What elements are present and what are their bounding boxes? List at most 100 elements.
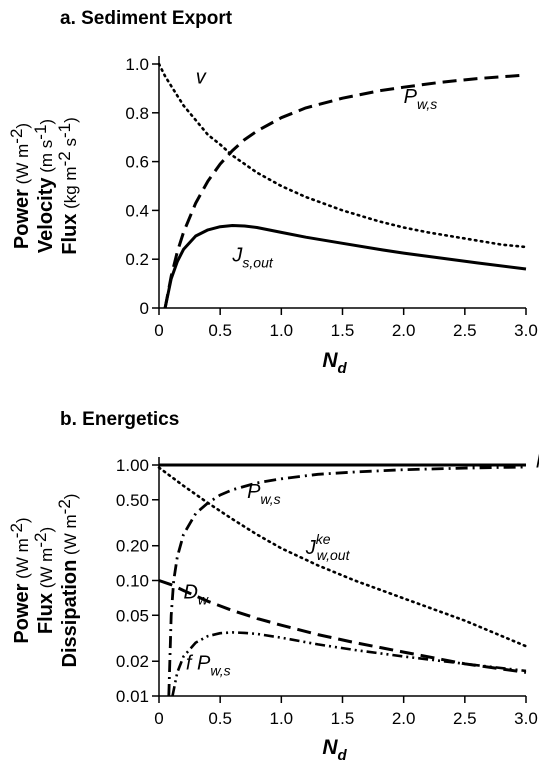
y-tick-label: 0 bbox=[140, 299, 149, 318]
curve-annotation-text: J bbox=[231, 245, 243, 267]
y-tick-label: 0.8 bbox=[125, 104, 149, 123]
x-tick-label: 3.0 bbox=[514, 709, 538, 728]
y-axis-label-tail: ) bbox=[37, 527, 56, 533]
curve-annotation-sub: w,s bbox=[417, 96, 437, 112]
y-axis-label-unit: (kg m bbox=[61, 166, 80, 209]
x-axis-label-main: N bbox=[322, 736, 338, 759]
y-axis-label-line: Power (W m-2) bbox=[7, 517, 33, 643]
series-line-dotted bbox=[157, 62, 528, 249]
series-line-dotted bbox=[157, 466, 528, 648]
series-line-dashdot bbox=[167, 465, 527, 697]
x-axis-label-main: N bbox=[322, 349, 338, 372]
curve-annotation-text: v bbox=[196, 67, 207, 89]
curve-annotation: Dw bbox=[183, 581, 208, 607]
y-axis-label-sup: -1 bbox=[31, 125, 50, 140]
y-axis-label-quantity: Power bbox=[11, 189, 33, 249]
y-tick-label: 1.00 bbox=[116, 456, 149, 475]
y-axis-label-line: Velocity (m s-1) bbox=[31, 119, 57, 253]
y-axis-label-tail: ) bbox=[13, 123, 32, 129]
chart-title: a. Sediment Export bbox=[60, 8, 233, 29]
x-axis-label-sub: d bbox=[338, 360, 348, 377]
y-axis-label-line: Flux (kg m-2 s-1) bbox=[55, 117, 81, 255]
y-tick-label: 0.01 bbox=[116, 687, 149, 706]
x-tick-label: 0 bbox=[154, 321, 163, 340]
y-tick-label: 0.50 bbox=[116, 491, 149, 510]
y-axis-label-quantity: Dissipation bbox=[59, 560, 81, 668]
curve-annotation: Pw,s bbox=[404, 86, 438, 112]
x-axis-label: Nd bbox=[322, 349, 347, 377]
x-axis-label-sub: d bbox=[338, 747, 348, 762]
curve-annotation: f Pw,s bbox=[186, 652, 231, 678]
series-line-solid bbox=[163, 224, 527, 309]
y-axis-label-line: Flux (W m-2) bbox=[31, 527, 57, 634]
x-tick-label: 1.0 bbox=[270, 321, 294, 340]
y-axis-label-unit: (W m bbox=[13, 538, 32, 579]
chart-title: b. Energetics bbox=[60, 409, 179, 430]
series-line-dashed bbox=[158, 579, 527, 674]
y-axis-label-sup: -2 bbox=[7, 129, 26, 144]
y-tick-label: 1.0 bbox=[125, 55, 149, 74]
y-axis-label-quantity: Power bbox=[11, 583, 33, 643]
curve-annotation-text: P bbox=[536, 451, 539, 473]
x-tick-label: 2.0 bbox=[392, 709, 416, 728]
y-tick-label: 0.20 bbox=[116, 537, 149, 556]
x-tick-label: 3.0 bbox=[514, 321, 538, 340]
y-axis-label-line: Power (W m-2) bbox=[7, 123, 33, 249]
y-axis-label-sup: -2 bbox=[55, 151, 74, 166]
y-tick-label: 0.10 bbox=[116, 572, 149, 591]
curve-annotation: Pw bbox=[536, 451, 539, 477]
y-axis-label-unit: (W m bbox=[13, 144, 32, 185]
curve-annotation-sup: ke bbox=[316, 531, 331, 547]
y-axis-label-sup: -2 bbox=[7, 523, 26, 538]
y-axis-label-tail: s bbox=[61, 138, 80, 151]
curve-annotation-text: D bbox=[183, 581, 197, 603]
series-line-dashdotdot bbox=[171, 631, 527, 697]
y-axis-label-line: Dissipation (W m-2) bbox=[55, 494, 81, 668]
y-tick-label: 0.05 bbox=[116, 606, 149, 625]
x-tick-label: 0.5 bbox=[208, 709, 232, 728]
x-axis-label: Nd bbox=[322, 736, 347, 762]
curve-annotation: Js,out bbox=[231, 245, 273, 271]
y-axis-label-sup2: -1 bbox=[55, 123, 74, 138]
x-tick-label: 2.0 bbox=[392, 321, 416, 340]
chart-energetics: b. Energetics 0 0.5 1.0 1.5 2.0 2.5 3.0 0.01 0.02… bbox=[7, 409, 539, 762]
curve-annotation-text: f P bbox=[186, 652, 211, 674]
curve-annotation-sub: w,s bbox=[210, 662, 230, 678]
y-tick-label: 0.4 bbox=[125, 201, 149, 220]
y-axis-label-sup: -2 bbox=[31, 533, 50, 548]
y-axis-label-tail: ) bbox=[61, 494, 80, 500]
x-tick-label: 1.5 bbox=[331, 321, 355, 340]
x-tick-label: 2.5 bbox=[453, 321, 477, 340]
series-line-dashed bbox=[163, 73, 527, 309]
y-axis-label-quantity: Flux bbox=[35, 593, 57, 634]
curve-annotation-text: P bbox=[247, 481, 261, 503]
x-tick-label: 0.5 bbox=[208, 321, 232, 340]
curve-annotation-sub: s,out bbox=[242, 255, 273, 271]
y-axis-label-tail2: ) bbox=[61, 117, 80, 123]
y-axis-label-tail: ) bbox=[13, 517, 32, 523]
curve-annotation: Jke w,out bbox=[305, 531, 351, 563]
x-tick-label: 1.0 bbox=[270, 709, 294, 728]
curve-annotation-text: P bbox=[404, 86, 418, 108]
x-tick-label: 0 bbox=[154, 709, 163, 728]
y-tick-label: 0.2 bbox=[125, 250, 149, 269]
curve-annotation-sub: w,s bbox=[260, 491, 280, 507]
y-axis-label-tail: ) bbox=[37, 119, 56, 125]
y-axis-label-unit: (W m bbox=[61, 514, 80, 555]
y-axis-label-unit: (W m bbox=[37, 548, 56, 589]
curve-annotation-text: J bbox=[305, 537, 317, 559]
y-tick-label: 0.6 bbox=[125, 153, 149, 172]
curve-annotation: v bbox=[196, 67, 207, 89]
x-tick-label: 2.5 bbox=[453, 709, 477, 728]
y-axis-label-quantity: Flux bbox=[59, 214, 81, 255]
curve-annotation-sub: w bbox=[198, 591, 209, 607]
curve-annotation: Pw,s bbox=[247, 481, 281, 507]
x-tick-label: 1.5 bbox=[331, 709, 355, 728]
y-tick-label: 0.02 bbox=[116, 652, 149, 671]
y-axis-label-unit: (m s bbox=[37, 140, 56, 173]
y-axis-label-sup: -2 bbox=[55, 499, 74, 514]
y-axis-label-quantity: Velocity bbox=[35, 177, 57, 253]
curve-annotation-sub: w,out bbox=[317, 547, 351, 563]
chart-sediment-export: a. Sediment Export 0 0.5 1.0 1.5 2.0 2.5 3.0 0 0.… bbox=[7, 8, 538, 377]
